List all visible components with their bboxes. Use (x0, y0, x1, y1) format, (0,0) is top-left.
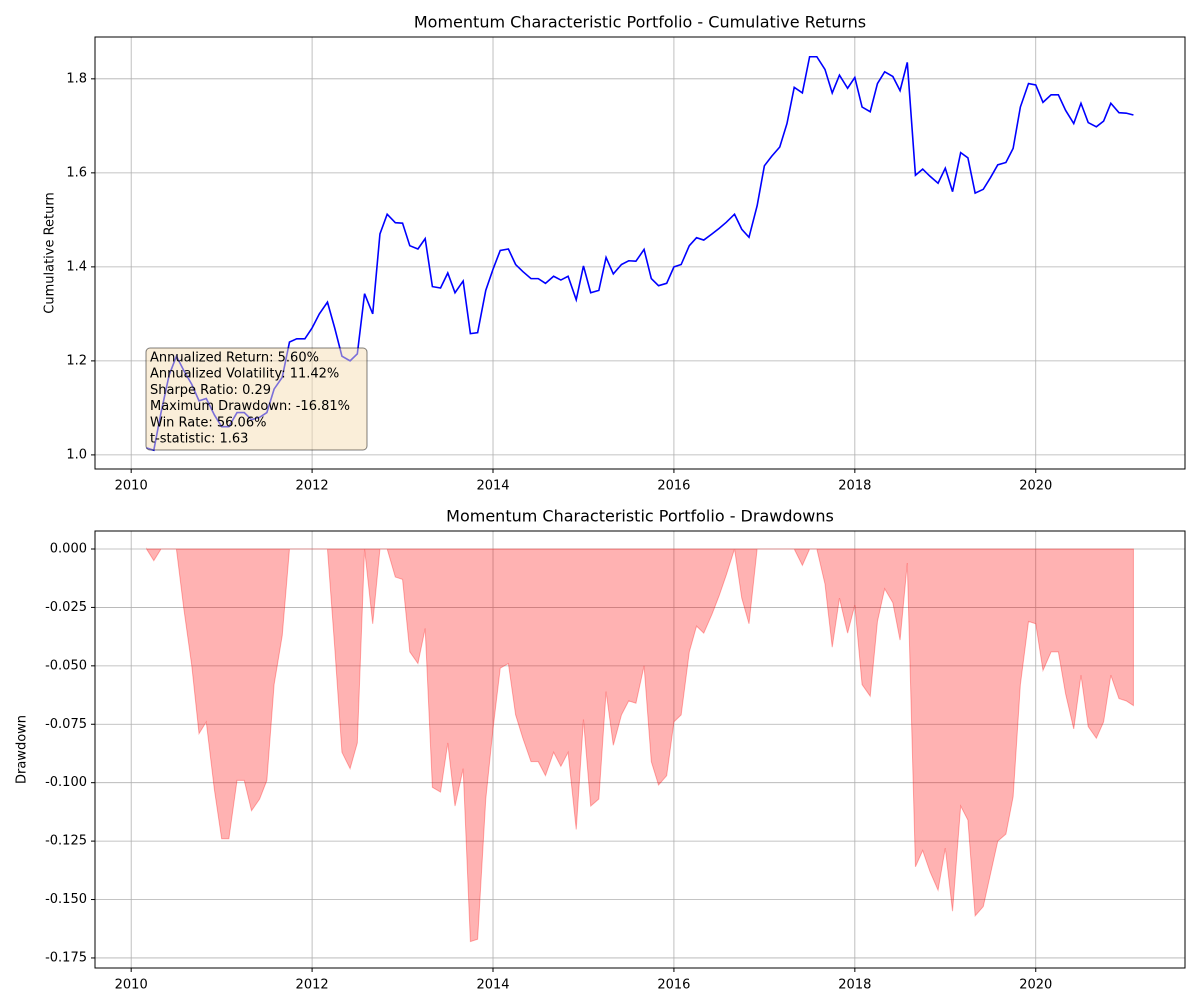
axes-frame (94, 530, 1186, 969)
x-tick-label: 2020 (1019, 479, 1052, 494)
chart-title: Momentum Characteristic Portfolio - Draw… (446, 507, 834, 526)
y-tick-label: -0.100 (45, 775, 87, 790)
y-tick-label: 1.4 (66, 259, 87, 274)
y-tick-label: -0.150 (45, 892, 87, 907)
line (146, 55, 1134, 452)
x-tick-label: 2020 (1019, 978, 1052, 993)
x-tick-label: 2014 (476, 479, 509, 494)
stats-line: Maximum Drawdown: -16.81% (150, 399, 350, 414)
stats-line: Annualized Return: 5.60% (150, 351, 319, 366)
y-tick-label: -0.050 (45, 658, 87, 673)
y-tick-label: 1.2 (66, 353, 87, 368)
y-axis-label: Drawdown (15, 715, 30, 784)
y-axis-label: Cumulative Return (43, 192, 58, 313)
x-tick-label: 2012 (296, 479, 329, 494)
x-tick-label: 2012 (296, 978, 329, 993)
stats-line: t-statistic: 1.63 (150, 432, 248, 447)
drawdown-area (146, 547, 1134, 943)
y-tick-label: -0.075 (45, 717, 87, 732)
chart-title: Momentum Characteristic Portfolio - Cumu… (414, 13, 866, 32)
y-tick-label: 1.6 (66, 165, 87, 180)
x-tick-label: 2010 (115, 479, 148, 494)
x-tick-label: 2014 (476, 978, 509, 993)
y-tick-label: -0.175 (45, 950, 87, 965)
stats-box: Annualized Return: 5.60%Annualized Volat… (145, 347, 368, 451)
y-tick-label: 1.0 (66, 447, 87, 462)
stats-line: Annualized Volatility: 11.42% (150, 367, 339, 382)
x-tick-label: 2016 (657, 479, 690, 494)
y-tick-label: -0.125 (45, 834, 87, 849)
x-tick-label: 2018 (838, 978, 871, 993)
stats-box-bg (145, 347, 368, 451)
stats-line: Sharpe Ratio: 0.29 (150, 383, 271, 398)
stats-line: Win Rate: 56.06% (150, 415, 266, 430)
x-tick-label: 2010 (115, 978, 148, 993)
x-tick-label: 2016 (657, 978, 690, 993)
y-tick-label: -0.025 (45, 600, 87, 615)
x-tick-label: 2018 (838, 479, 871, 494)
y-tick-label: 0.000 (50, 541, 87, 556)
axes-frame (94, 36, 1186, 470)
y-tick-label: 1.8 (66, 71, 87, 86)
